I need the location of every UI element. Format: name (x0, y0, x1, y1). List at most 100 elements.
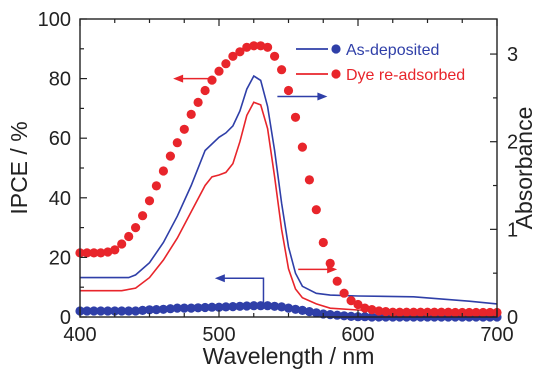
ipce-point-dye-readsorbed-15 (179, 124, 189, 134)
ipce-point-as-deposited-30 (283, 303, 294, 313)
ipce-point-as-deposited-32 (297, 305, 307, 315)
ipce-point-as-deposited-1 (82, 306, 92, 316)
ipce-point-as-deposited-8 (131, 306, 141, 316)
ipce-point-dye-readsorbed-37 (332, 276, 342, 286)
annotation-arrow-2 (298, 265, 338, 274)
y-left-tick-label-40: 40 (49, 188, 71, 210)
ipce-point-dye-readsorbed-4 (103, 247, 113, 257)
plot-frame (79, 18, 498, 318)
arrow-head (214, 274, 225, 283)
arrow-head (327, 265, 338, 274)
x-tick-label-400: 400 (63, 324, 96, 346)
ipce-point-as-deposited-5 (110, 306, 120, 316)
ipce-point-as-deposited-6 (117, 306, 127, 316)
ipce-point-dye-readsorbed-11 (151, 181, 161, 191)
ipce-point-as-deposited-11 (151, 305, 161, 315)
y-left-tick-label-20: 20 (49, 247, 71, 269)
ipce-point-dye-readsorbed-8 (131, 223, 141, 233)
ipce-point-dye-readsorbed-51 (429, 307, 439, 317)
ipce-point-as-deposited-10 (144, 305, 155, 315)
ipce-point-as-deposited-14 (172, 303, 182, 313)
ipce-point-as-deposited-23 (235, 301, 245, 311)
annotation-arrows-layer (173, 74, 338, 306)
ipce-point-as-deposited-22 (228, 302, 238, 312)
ipce-point-dye-readsorbed-23 (235, 47, 245, 57)
plot-series-layer (75, 41, 502, 322)
ipce-point-dye-readsorbed-20 (214, 66, 224, 76)
absorbance-line-as-deposited (80, 74, 498, 305)
ipce-point-dye-readsorbed-42 (367, 305, 377, 315)
ipce-point-dye-readsorbed-47 (402, 307, 412, 317)
y-left-tick-label-0: 0 (60, 307, 71, 329)
ipce-point-as-deposited-21 (221, 302, 231, 312)
y-right-tick-label-1: 1 (507, 219, 518, 241)
y-right-axis-title: Absorbance (511, 107, 537, 230)
y-left-tick-label-60: 60 (49, 128, 71, 150)
legend: As-deposited Dye re-adsorbed (296, 42, 465, 84)
arrow-head (317, 92, 328, 101)
ipce-point-dye-readsorbed-41 (360, 303, 370, 313)
ipce-point-as-deposited-13 (165, 304, 175, 314)
ipce-point-dye-readsorbed-59 (485, 307, 495, 318)
annotation-arrow-3 (214, 274, 265, 306)
ipce-point-dye-readsorbed-55 (457, 307, 467, 318)
ipce-point-dye-readsorbed-12 (158, 166, 168, 176)
ipce-point-dye-readsorbed-21 (221, 59, 231, 69)
ipce-point-dye-readsorbed-34 (311, 205, 321, 215)
ipce-point-as-deposited-19 (207, 302, 217, 312)
ipce-point-dye-readsorbed-45 (388, 307, 398, 317)
ipce-point-dye-readsorbed-18 (200, 85, 210, 96)
ipce-point-dye-readsorbed-46 (395, 307, 405, 317)
ipce-point-dye-readsorbed-13 (165, 151, 175, 161)
ipce-point-as-deposited-24 (242, 301, 252, 311)
legend-label-as-deposited: As-deposited (346, 42, 439, 59)
ipce-point-as-deposited-2 (89, 306, 99, 316)
legend-marker-dye-readsorbed (331, 69, 341, 79)
ipce-point-as-deposited-3 (96, 306, 106, 316)
ipce-point-dye-readsorbed-3 (96, 248, 106, 258)
ipce-point-dye-readsorbed-33 (304, 175, 314, 185)
ipce-point-dye-readsorbed-35 (318, 237, 328, 248)
ipce-point-as-deposited-28 (270, 301, 280, 311)
ipce-point-as-deposited-12 (158, 304, 168, 314)
ipce-point-dye-readsorbed-7 (124, 231, 134, 242)
legend-entry-dye-readsorbed: Dye re-adsorbed (296, 67, 465, 84)
ipce-point-dye-readsorbed-56 (464, 307, 474, 318)
ipce-point-dye-readsorbed-32 (297, 142, 307, 152)
annotation-arrow-1 (277, 92, 328, 101)
ipce-point-dye-readsorbed-53 (443, 307, 453, 317)
ipce-point-dye-readsorbed-58 (478, 307, 488, 318)
x-tick-label-600: 600 (341, 324, 374, 346)
ipce-point-dye-readsorbed-5 (110, 245, 120, 255)
y-left-tick-label-80: 80 (49, 69, 71, 91)
ipce-point-dye-readsorbed-30 (283, 85, 294, 96)
ipce-point-dye-readsorbed-40 (353, 299, 363, 310)
ipce-point-as-deposited-17 (193, 303, 203, 313)
annotation-arrow-0 (173, 74, 215, 83)
y-left-tick-label-100: 100 (38, 9, 71, 31)
ipce-point-dye-readsorbed-17 (193, 97, 203, 107)
ipce-point-dye-readsorbed-24 (242, 42, 252, 52)
ipce-point-as-deposited-34 (311, 308, 321, 318)
ipce-point-dye-readsorbed-52 (436, 307, 446, 317)
ipce-point-dye-readsorbed-31 (290, 112, 301, 122)
ipce-point-dye-readsorbed-57 (471, 307, 481, 318)
y-left-axis-title: IPCE / % (6, 121, 32, 214)
x-tick-label-500: 500 (202, 324, 235, 346)
y-right-tick-label-2: 2 (507, 132, 518, 154)
ipce-point-dye-readsorbed-1 (82, 248, 92, 258)
ipce-point-dye-readsorbed-27 (263, 42, 273, 52)
ipce-point-dye-readsorbed-19 (207, 75, 217, 85)
y-right-tick-label-0: 0 (507, 307, 518, 329)
ipce-point-as-deposited-4 (103, 306, 113, 316)
arrow-shaft (223, 277, 265, 306)
ipce-point-dye-readsorbed-43 (374, 306, 384, 316)
ipce-point-dye-readsorbed-39 (346, 296, 356, 306)
ipce-point-dye-readsorbed-14 (172, 138, 182, 148)
ipce-point-dye-readsorbed-22 (228, 51, 238, 61)
legend-marker-as-deposited (331, 44, 341, 54)
y-right-tick-label-3: 3 (507, 44, 518, 66)
ipce-point-as-deposited-15 (179, 303, 189, 313)
